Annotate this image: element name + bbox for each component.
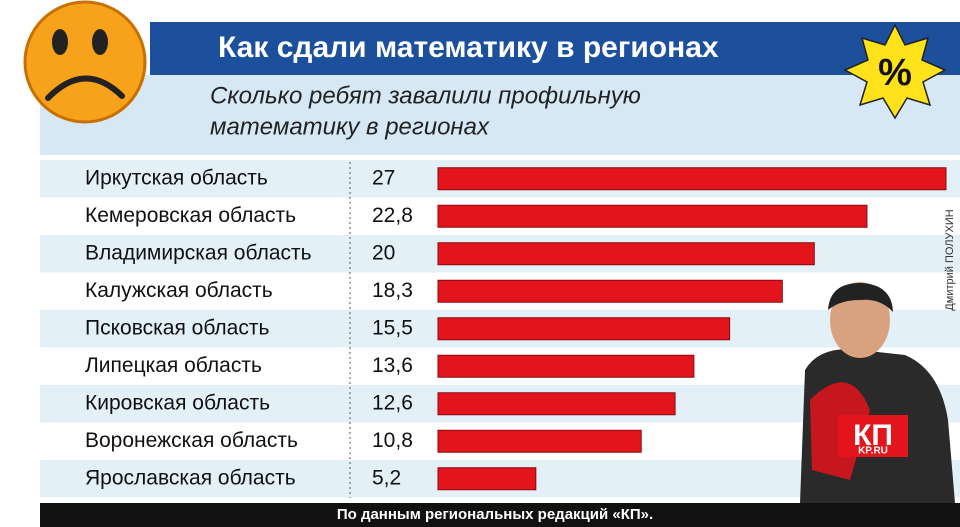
bar xyxy=(437,392,676,416)
bar xyxy=(437,279,783,303)
bar xyxy=(437,204,868,228)
bar xyxy=(437,429,642,453)
category-label: Псковская область xyxy=(85,316,269,339)
value-label: 5,2 xyxy=(372,466,401,489)
chart-title: Как сдали математику в регионах xyxy=(218,31,719,64)
value-label: 15,5 xyxy=(372,316,413,339)
sad-face xyxy=(23,0,147,124)
credit: Дмитрий ПОЛУХИН xyxy=(944,209,956,310)
badge: % xyxy=(843,23,947,120)
category-label: Калужская область xyxy=(85,279,273,302)
photo xyxy=(800,282,955,503)
category-label: Липецкая область xyxy=(85,354,262,377)
category-label: Иркутская область xyxy=(85,166,268,189)
bar xyxy=(437,467,537,491)
category-label: Владимирская область xyxy=(85,241,312,264)
bar xyxy=(437,354,695,378)
category-label: Ярославская область xyxy=(85,466,296,489)
bar xyxy=(437,317,731,341)
category-label: Кемеровская область xyxy=(85,204,296,227)
value-label: 27 xyxy=(372,166,395,189)
value-label: 20 xyxy=(372,241,395,264)
value-label: 13,6 xyxy=(372,354,413,377)
value-label: 22,8 xyxy=(372,204,413,227)
value-label: 12,6 xyxy=(372,391,413,414)
category-label: Кировская область xyxy=(85,391,270,414)
value-label: 18,3 xyxy=(372,279,413,302)
footer-band xyxy=(40,503,960,527)
bar xyxy=(437,242,815,266)
logo: KP.RU xyxy=(858,446,888,457)
subtitle: математику в регионах xyxy=(210,113,490,140)
title-band xyxy=(150,22,960,75)
subtitle-band xyxy=(40,75,960,155)
badge-text: % xyxy=(878,52,912,94)
bar xyxy=(437,167,947,191)
value-label: 10,8 xyxy=(372,429,413,452)
source: По данным региональных редакций «КП». xyxy=(337,506,653,523)
logo: КП xyxy=(853,419,893,452)
category-label: Воронежская область xyxy=(85,429,298,452)
subtitle: Сколько ребят завалили профильную xyxy=(210,82,641,109)
